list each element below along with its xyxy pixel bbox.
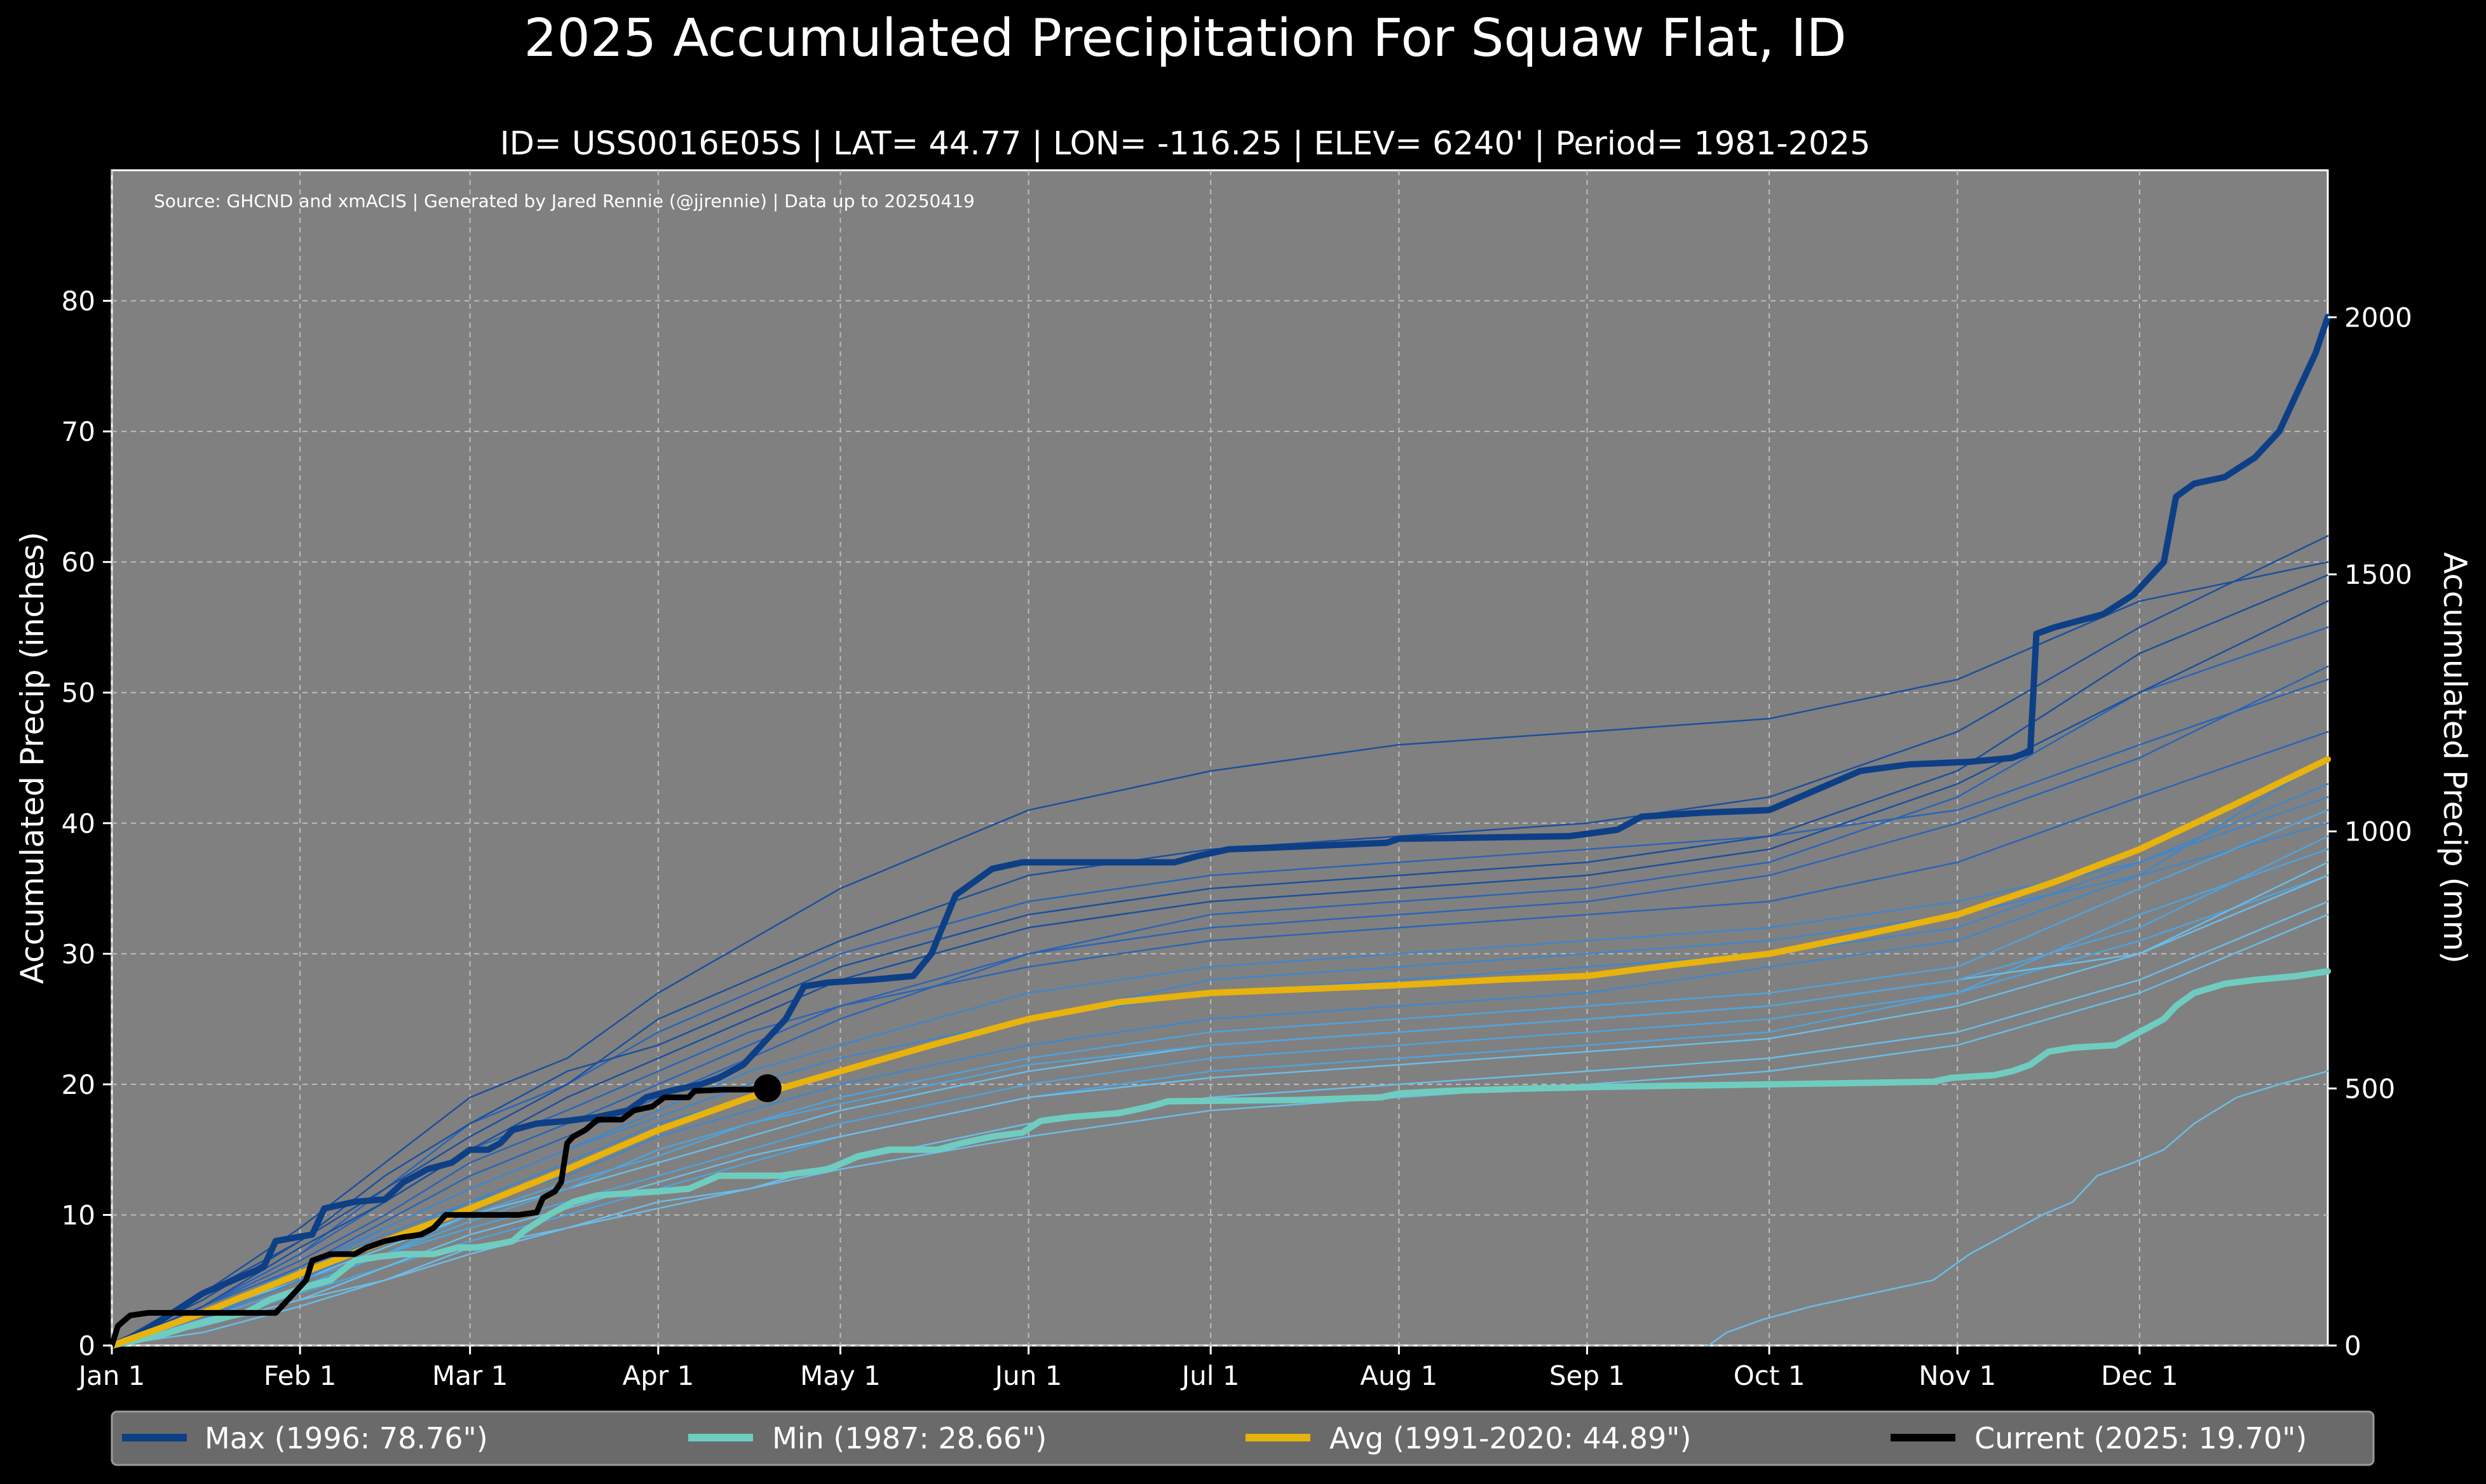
y-tick-label-7: 70 xyxy=(62,416,95,447)
series-line-year-16 xyxy=(111,665,2329,1347)
x-tick-label-8: Sep 1 xyxy=(1549,1360,1625,1391)
series-line-year-18 xyxy=(111,783,2329,1347)
x-tick-label-4: May 1 xyxy=(800,1360,881,1391)
x-tick-label-7: Aug 1 xyxy=(1360,1360,1437,1391)
y-tick-label-0: 0 xyxy=(78,1330,95,1361)
series-line-current xyxy=(109,1085,771,1349)
y-right-tick-label-3: 1500 xyxy=(2344,559,2412,590)
series-line-year-19 xyxy=(111,861,2329,1347)
series-line-avg xyxy=(109,756,2331,1349)
y-axis-right: 0 500 1000 1500 2000 xyxy=(2328,302,2412,1361)
series-line-year-11 xyxy=(111,731,2329,1347)
series-line-max xyxy=(109,314,2331,1349)
series-line-year-7 xyxy=(111,535,2329,1347)
legend-label-min: Min (1987: 28.66") xyxy=(772,1421,1047,1455)
series-line-year-21 xyxy=(1708,1070,2329,1347)
legend: Max (1996: 78.76") Min (1987: 28.66") Av… xyxy=(111,1410,2375,1466)
y-axis-label-right: Accumulated Precip (mm) xyxy=(2436,552,2473,964)
legend-label-current: Current (2025: 19.70") xyxy=(1974,1421,2307,1455)
series-line-year-15 xyxy=(111,914,2329,1347)
y-axis-left: 0 10 20 30 40 50 60 70 80 xyxy=(62,286,112,1361)
x-tick-label-9: Oct 1 xyxy=(1734,1360,1805,1391)
y-tick-label-1: 10 xyxy=(62,1199,95,1231)
x-tick-label-6: Jul 1 xyxy=(1180,1360,1240,1391)
marker-layer xyxy=(753,1074,782,1103)
legend-label-avg: Avg (1991-2020: 44.89") xyxy=(1329,1421,1691,1455)
grid-lines xyxy=(111,170,2328,1346)
x-tick-label-10: Nov 1 xyxy=(1919,1360,1996,1391)
chart-subtitle: ID= USS0016E05S | LAT= 44.77 | LON= -116… xyxy=(500,125,1871,163)
legend-label-max: Max (1996: 78.76") xyxy=(205,1421,488,1455)
y-right-tick-label-1: 500 xyxy=(2344,1073,2395,1104)
x-axis: Jan 1 Feb 1 Mar 1 Apr 1 May 1 Jun 1 Jul 1 Aug 1… xyxy=(77,1346,2178,1391)
series-line-year-3 xyxy=(111,796,2329,1347)
x-tick-label-0: Jan 1 xyxy=(77,1360,146,1391)
series-line-year-1 xyxy=(111,561,2329,1347)
current-end-marker xyxy=(753,1074,782,1103)
x-tick-label-3: Apr 1 xyxy=(622,1360,694,1391)
y-tick-label-6: 60 xyxy=(62,547,95,578)
series-line-year-17 xyxy=(111,835,2329,1347)
y-right-tick-label-4: 2000 xyxy=(2344,302,2412,333)
source-note: Source: GHCND and xmACIS | Generated by … xyxy=(154,191,975,212)
y-right-tick-label-2: 1000 xyxy=(2344,816,2412,847)
y-axis-label-left: Accumulated Precip (inches) xyxy=(14,532,51,984)
y-tick-label-8: 80 xyxy=(62,286,95,317)
series-layer xyxy=(109,314,2331,1349)
y-tick-label-5: 50 xyxy=(62,677,95,708)
y-tick-label-4: 40 xyxy=(62,808,95,839)
x-tick-label-5: Jun 1 xyxy=(993,1360,1063,1391)
y-tick-label-3: 30 xyxy=(62,938,95,969)
series-line-min xyxy=(109,968,2331,1349)
series-line-year-12 xyxy=(111,574,2329,1347)
x-tick-label-2: Mar 1 xyxy=(432,1360,508,1391)
chart-title: 2025 Accumulated Precipitation For Squaw… xyxy=(524,8,1846,69)
y-tick-label-2: 20 xyxy=(62,1069,95,1100)
legend-box xyxy=(111,1410,2375,1466)
x-tick-label-1: Feb 1 xyxy=(264,1360,336,1391)
y-right-tick-label-0: 0 xyxy=(2344,1330,2361,1361)
x-tick-label-11: Dec 1 xyxy=(2101,1360,2178,1391)
